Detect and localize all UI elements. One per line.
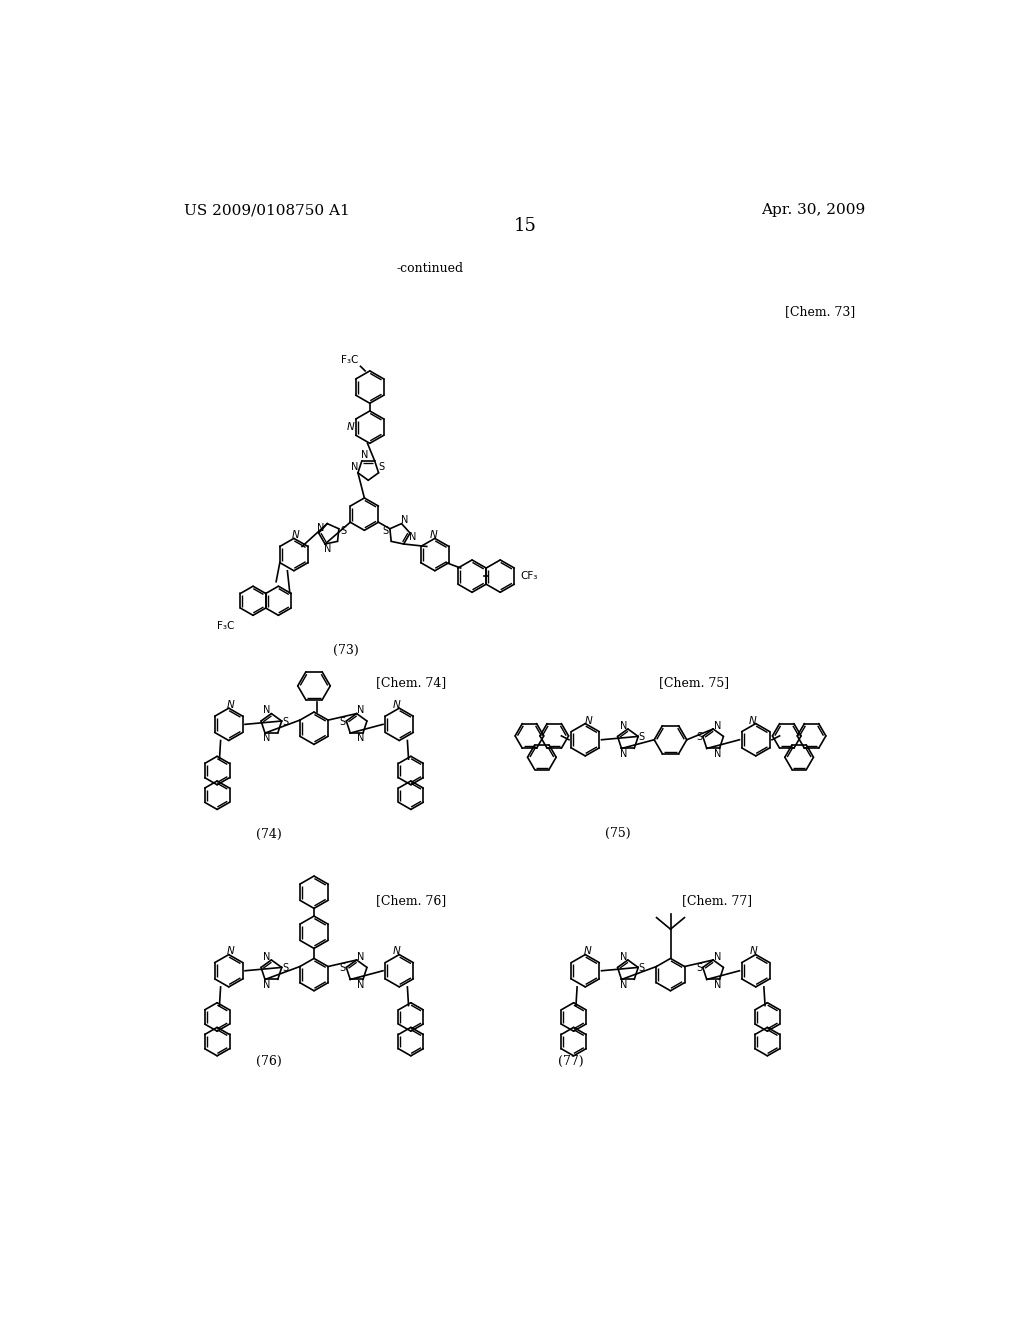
Text: N: N: [350, 462, 358, 473]
Text: N: N: [584, 946, 592, 957]
Text: S: S: [696, 733, 702, 742]
Text: (76): (76): [256, 1056, 282, 1068]
Text: (75): (75): [604, 826, 630, 840]
Text: S: S: [340, 717, 346, 727]
Text: CF₃: CF₃: [520, 572, 538, 581]
Text: S: S: [340, 527, 346, 536]
Text: N: N: [263, 705, 270, 715]
Text: N: N: [620, 721, 628, 731]
Text: N: N: [401, 515, 409, 525]
Text: N: N: [714, 979, 721, 990]
Text: -continued: -continued: [396, 263, 464, 276]
Text: F₃C: F₃C: [341, 355, 358, 364]
Text: N: N: [227, 700, 234, 710]
Text: S: S: [639, 733, 645, 742]
Text: S: S: [340, 964, 346, 973]
Text: N: N: [620, 748, 628, 759]
Text: N: N: [357, 979, 365, 990]
Text: (73): (73): [334, 644, 359, 656]
Text: N: N: [325, 544, 332, 554]
Text: [Chem. 74]: [Chem. 74]: [376, 676, 446, 689]
Text: [Chem. 76]: [Chem. 76]: [376, 894, 446, 907]
Text: S: S: [283, 964, 289, 973]
Text: [Chem. 73]: [Chem. 73]: [784, 305, 855, 318]
Text: F₃C: F₃C: [217, 622, 234, 631]
Text: S: S: [283, 717, 289, 727]
Text: N: N: [346, 422, 354, 432]
Text: Apr. 30, 2009: Apr. 30, 2009: [762, 203, 866, 216]
Text: [Chem. 77]: [Chem. 77]: [682, 894, 752, 907]
Text: N: N: [393, 946, 400, 957]
Text: N: N: [393, 700, 400, 710]
Text: N: N: [750, 946, 758, 957]
Text: (74): (74): [256, 829, 282, 841]
Text: (77): (77): [558, 1056, 584, 1068]
Text: N: N: [429, 529, 437, 540]
Text: N: N: [263, 733, 270, 743]
Text: N: N: [714, 721, 721, 731]
Text: US 2009/0108750 A1: US 2009/0108750 A1: [183, 203, 349, 216]
Text: N: N: [585, 715, 592, 726]
Text: N: N: [292, 529, 299, 540]
Text: N: N: [357, 952, 365, 962]
Text: S: S: [382, 527, 388, 536]
Text: N: N: [714, 748, 721, 759]
Text: N: N: [749, 715, 757, 726]
Text: N: N: [227, 946, 234, 957]
Text: S: S: [639, 964, 645, 973]
Text: [Chem. 75]: [Chem. 75]: [658, 676, 729, 689]
Text: N: N: [409, 532, 416, 543]
Text: N: N: [263, 952, 270, 962]
Text: S: S: [378, 462, 384, 473]
Text: N: N: [620, 952, 628, 962]
Text: N: N: [357, 733, 365, 743]
Text: N: N: [357, 705, 365, 715]
Text: N: N: [317, 523, 325, 533]
Text: S: S: [696, 964, 702, 973]
Text: N: N: [361, 450, 369, 459]
Text: N: N: [714, 952, 721, 962]
Text: 15: 15: [513, 216, 537, 235]
Text: N: N: [620, 979, 628, 990]
Text: N: N: [263, 979, 270, 990]
